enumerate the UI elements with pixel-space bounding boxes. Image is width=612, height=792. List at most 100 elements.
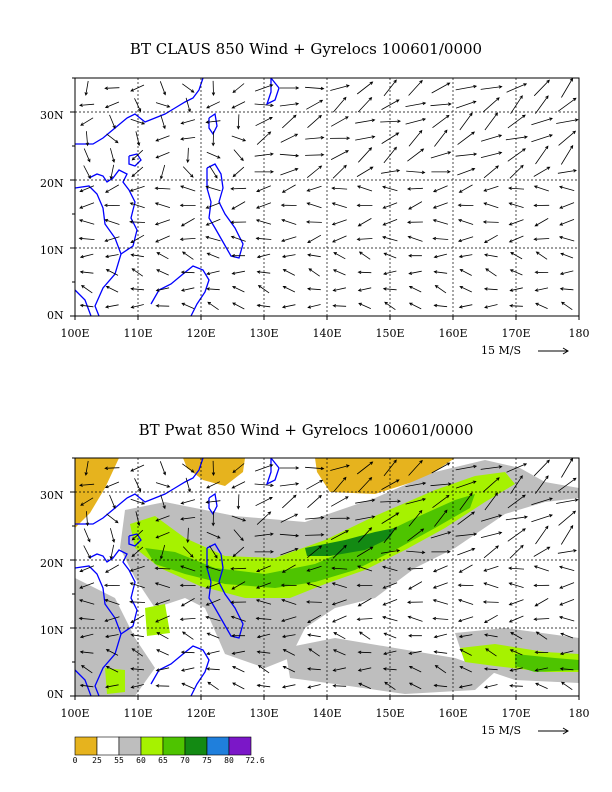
wind-vector	[130, 253, 144, 258]
coastline-4	[208, 112, 218, 136]
wind-vector	[408, 650, 422, 655]
wind-vector	[430, 482, 452, 487]
wind-vector	[205, 615, 221, 622]
wind-vector	[79, 270, 94, 274]
wind-vector	[508, 186, 525, 190]
bottom-y-tick-10n: 10N	[40, 624, 64, 637]
wind-vector	[281, 616, 297, 622]
coastline-8	[74, 289, 92, 317]
wind-vector	[186, 147, 190, 164]
wind-vector	[179, 203, 196, 208]
wind-vector	[356, 583, 373, 588]
wind-vector	[483, 185, 499, 192]
wind-vector	[430, 151, 452, 159]
wind-vector	[181, 251, 194, 260]
wind-vector	[207, 681, 219, 691]
wind-vector	[103, 583, 120, 588]
wind-vector	[559, 287, 574, 291]
wind-vector	[483, 614, 498, 624]
wind-vector	[85, 511, 90, 527]
top-map-layers	[70, 77, 580, 355]
wind-vector	[155, 615, 170, 623]
wind-vector	[130, 667, 145, 671]
wind-vector	[535, 145, 549, 165]
wind-vector	[236, 114, 241, 130]
wind-vector	[480, 514, 503, 522]
wind-vector	[331, 615, 347, 623]
wind-vector	[206, 531, 221, 539]
colorbar-swatch-0	[74, 736, 98, 756]
wind-vector	[432, 202, 448, 209]
wind-vector	[256, 253, 271, 259]
wind-vector	[154, 582, 171, 588]
wind-vector	[180, 598, 195, 607]
wind-vector	[104, 236, 120, 242]
wind-vector	[333, 252, 346, 260]
wind-vector	[305, 533, 325, 537]
wind-vector	[131, 529, 144, 541]
top-x-tick-170e: 170E	[501, 327, 531, 340]
wind-vector	[104, 598, 120, 605]
wind-vector	[130, 614, 145, 624]
wind-vector	[484, 253, 498, 258]
wind-vector	[155, 532, 170, 539]
wind-vector	[558, 235, 575, 242]
wind-vector	[254, 103, 274, 108]
wind-vector	[206, 270, 220, 276]
wind-vector	[155, 135, 170, 142]
wind-vector	[331, 202, 347, 208]
wind-vector	[432, 616, 449, 621]
wind-vector	[155, 667, 170, 672]
wind-vector	[129, 600, 146, 604]
wind-vector	[508, 235, 524, 243]
wind-vector	[509, 287, 523, 292]
wind-vector	[307, 304, 321, 309]
wind-vector	[254, 84, 274, 92]
wind-vector	[534, 287, 549, 292]
wind-vector	[405, 118, 427, 125]
pwat-region-2	[315, 458, 455, 494]
wind-vector	[483, 565, 499, 572]
wind-vector	[509, 544, 524, 559]
wind-vector	[434, 285, 447, 294]
wind-vector	[505, 515, 528, 521]
wind-vector	[332, 544, 347, 559]
top-reference-vector-label: 15 M/S	[481, 344, 521, 357]
wind-vector	[306, 220, 322, 224]
wind-vector	[407, 148, 425, 162]
colorbar-label-0: 0	[72, 756, 78, 765]
wind-vector	[280, 583, 297, 587]
wind-vector	[256, 511, 272, 525]
wind-vector	[84, 460, 89, 476]
wind-vector	[280, 167, 299, 176]
wind-vector	[308, 268, 320, 277]
wind-vector	[79, 253, 94, 259]
wind-vector	[357, 270, 372, 275]
wind-vector	[130, 287, 145, 291]
wind-vector	[383, 146, 397, 164]
colorbar-swatch-6	[206, 736, 230, 756]
wind-vector	[209, 545, 218, 559]
wind-vector	[407, 187, 423, 191]
wind-vector	[430, 531, 452, 539]
wind-vector	[434, 509, 448, 527]
wind-vector	[558, 615, 575, 622]
wind-vector	[134, 478, 142, 492]
wind-vector	[279, 482, 300, 487]
coastline-4	[208, 492, 218, 516]
wind-vector	[180, 185, 196, 192]
wind-vector	[433, 650, 448, 654]
pwat-region-0	[75, 458, 119, 528]
bottom-x-tick-170e: 170E	[501, 707, 531, 720]
top-x-tick-100e: 100E	[60, 327, 90, 340]
wind-vector	[533, 617, 550, 621]
wind-vector	[558, 510, 577, 526]
wind-vector	[381, 512, 400, 524]
wind-vector	[105, 564, 119, 573]
wind-vector	[459, 666, 472, 673]
wind-vector	[408, 682, 422, 690]
wind-vector	[557, 549, 577, 554]
